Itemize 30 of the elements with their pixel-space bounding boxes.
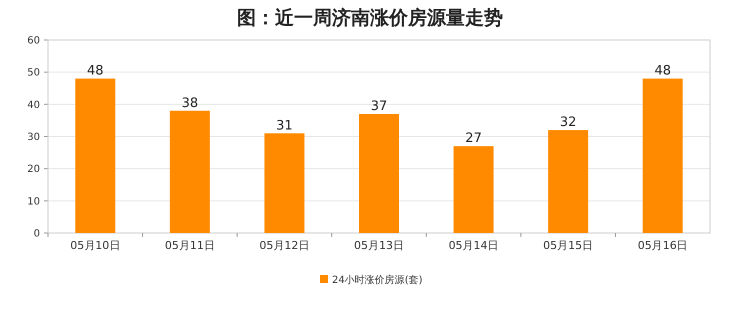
x-tick-label: 05月11日 — [164, 239, 215, 252]
x-tick-label: 05月12日 — [259, 239, 310, 252]
legend-label: 24小时涨价房源(套) — [332, 274, 423, 286]
bar — [264, 133, 304, 233]
data-label: 48 — [654, 64, 671, 79]
x-tick-label: 05月13日 — [354, 239, 404, 252]
data-label: 48 — [87, 64, 104, 79]
data-label: 27 — [465, 131, 482, 146]
bar — [548, 130, 588, 233]
bar — [642, 78, 683, 233]
data-label: 38 — [182, 96, 198, 111]
bar — [359, 114, 399, 233]
data-label: 37 — [370, 98, 388, 114]
y-tick-label: 0 — [34, 228, 40, 240]
data-label: 31 — [276, 118, 293, 134]
y-tick-label: 10 — [27, 196, 40, 208]
y-tick-label: 60 — [27, 36, 40, 46]
bar — [454, 146, 494, 233]
x-tick-label: 05月15日 — [543, 239, 594, 252]
chart-title: 图：近一周济南涨价房源量走势 — [237, 7, 503, 29]
bar — [75, 78, 116, 233]
y-tick-label: 20 — [27, 164, 40, 176]
x-tick-label: 05月16日 — [638, 239, 688, 252]
y-tick-label: 40 — [27, 100, 40, 111]
bar — [170, 110, 210, 233]
x-tick-label: 05月10日 — [70, 239, 120, 252]
y-tick-label: 30 — [27, 132, 40, 143]
data-label: 32 — [560, 115, 576, 130]
y-tick-label: 50 — [27, 68, 40, 79]
x-tick-label: 05月14日 — [448, 239, 499, 252]
